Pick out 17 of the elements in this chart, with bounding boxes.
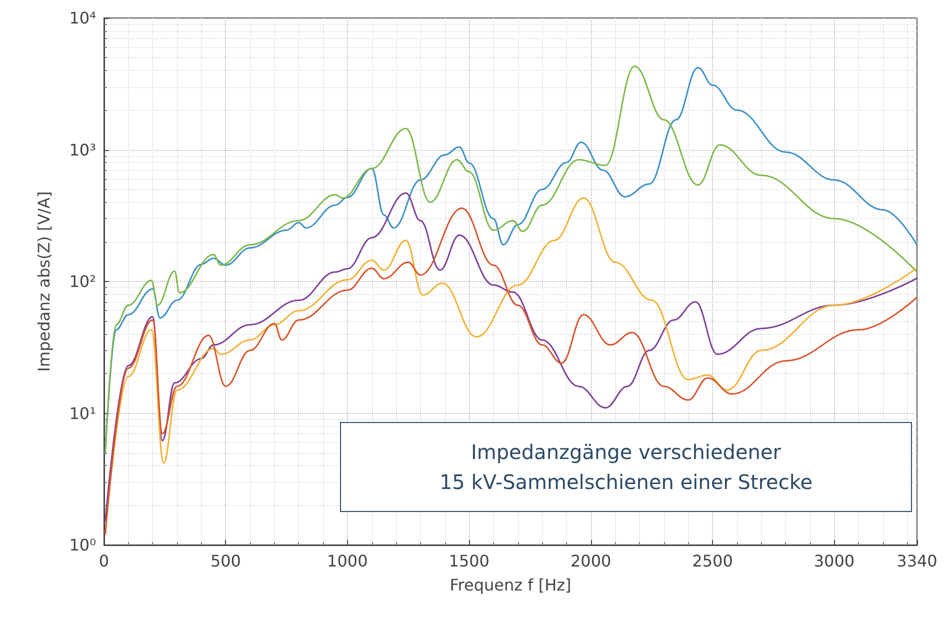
y-tick-label: 10²: [69, 272, 96, 291]
x-tick-label: 3000: [814, 552, 855, 570]
note-box: Impedanzgänge verschiedener 15 kV-Sammelschienen einer Strecke: [340, 422, 912, 512]
x-tick-label: 2000: [570, 552, 612, 570]
x-tick-label: 500: [210, 552, 241, 570]
x-axis-title: Frequenz f [Hz]: [450, 576, 572, 594]
y-tick-label: 10¹: [69, 404, 96, 423]
annotation: Impedanzgänge verschiedener 15 kV-Sammelschienen einer Strecke: [439, 439, 813, 496]
y-tick-label: 10⁰: [69, 536, 96, 554]
x-tick-label: 3340: [896, 552, 938, 570]
y-tick-label: 10⁴: [69, 8, 96, 28]
y-tick-label: 10³: [69, 140, 96, 160]
x-tick-label: 0: [98, 552, 110, 570]
x-tick-label: 2500: [692, 552, 733, 570]
y-axis-title: Impedanz abs(Z) [V/A]: [34, 191, 54, 372]
x-tick-label: 1000: [327, 552, 368, 570]
x-tick-label: 1500: [448, 552, 490, 570]
